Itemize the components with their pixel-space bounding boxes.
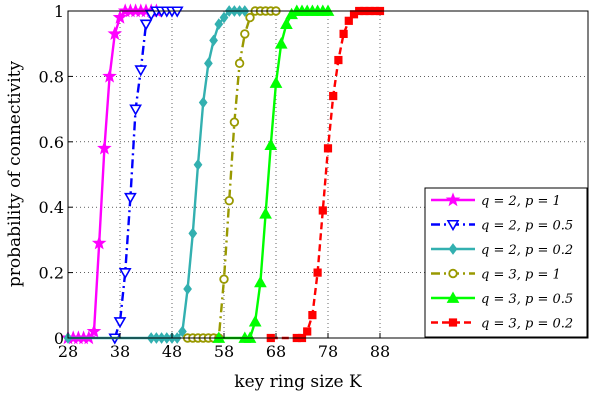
data-point	[329, 91, 338, 101]
data-point	[448, 318, 458, 327]
data-point	[344, 16, 353, 25]
data-point	[264, 138, 278, 150]
data-point	[280, 17, 293, 29]
legend-label: q = 2, p = 0.2	[481, 243, 573, 258]
legend-label: q = 3, p = 1	[481, 268, 561, 283]
legend-label: q = 2, p = 1	[481, 194, 561, 209]
x-tick-label: 58	[214, 342, 234, 361]
data-point	[214, 18, 224, 30]
data-point	[245, 12, 255, 23]
data-point	[321, 4, 335, 16]
data-point	[318, 206, 327, 215]
x-tick-label: 38	[110, 342, 130, 361]
y-tick-label: 0	[54, 329, 64, 348]
y-tick-label: 0.6	[39, 133, 64, 152]
data-point	[254, 275, 267, 288]
data-point	[303, 327, 312, 336]
data-point	[243, 331, 257, 343]
data-point	[248, 315, 262, 327]
data-point	[198, 96, 208, 109]
data-point	[97, 140, 112, 155]
data-point	[323, 144, 333, 153]
x-tick-label: 68	[266, 342, 286, 361]
data-point	[269, 76, 283, 88]
data-point	[212, 331, 226, 343]
data-point	[204, 57, 213, 70]
legend-label: q = 3, p = 0.5	[481, 292, 573, 307]
y-axis-label: probability of connectivity	[5, 61, 25, 288]
data-point	[446, 219, 460, 232]
y-tick-label: 1	[54, 2, 64, 21]
legend-label: q = 3, p = 0.2	[481, 317, 573, 332]
data-point	[134, 65, 148, 77]
data-point	[102, 68, 117, 83]
data-point	[334, 55, 343, 65]
data-point	[445, 192, 461, 207]
data-point	[240, 29, 250, 39]
y-tick-label: 0.4	[39, 198, 64, 217]
x-tick-label: 28	[58, 342, 78, 361]
data-point	[124, 192, 137, 205]
data-point	[224, 195, 234, 206]
data-point	[308, 311, 317, 320]
x-tick-label: 88	[370, 342, 390, 361]
data-point	[129, 104, 142, 116]
data-point	[113, 317, 127, 329]
data-point	[209, 34, 218, 47]
y-tick-label: 0.8	[39, 67, 64, 86]
data-point	[178, 325, 187, 338]
legend-label: q = 2, p = 0.5	[481, 219, 573, 234]
data-point	[313, 268, 322, 277]
data-point	[446, 291, 460, 303]
x-tick-label: 78	[318, 342, 338, 361]
data-point	[86, 323, 102, 338]
data-point	[339, 29, 348, 38]
data-point	[229, 117, 240, 127]
data-point	[118, 268, 132, 280]
data-point	[448, 243, 458, 255]
x-tick-label: 48	[162, 342, 182, 361]
legend: q = 2, p = 1 q = 2, p = 0.5 q = 2, p = 0.2…	[424, 187, 588, 338]
data-point	[91, 235, 107, 250]
legend-box	[424, 187, 588, 338]
axis-ticks: 28 38 48 58 68 78 88 0 0.2 0.4 0.6 0.8 1	[39, 2, 391, 361]
data-point	[112, 9, 128, 24]
data-point	[188, 227, 198, 240]
data-point	[234, 58, 245, 69]
data-point	[448, 268, 458, 279]
data-point	[219, 274, 229, 284]
data-point	[183, 283, 192, 295]
data-point	[274, 37, 288, 49]
data-point	[139, 19, 153, 31]
y-tick-label: 0.2	[39, 264, 64, 283]
data-point	[193, 158, 203, 171]
data-point	[259, 207, 272, 219]
data-point	[219, 11, 229, 24]
data-point	[107, 26, 123, 41]
data-point	[170, 6, 184, 18]
x-axis-label: key ring size K	[234, 372, 362, 392]
